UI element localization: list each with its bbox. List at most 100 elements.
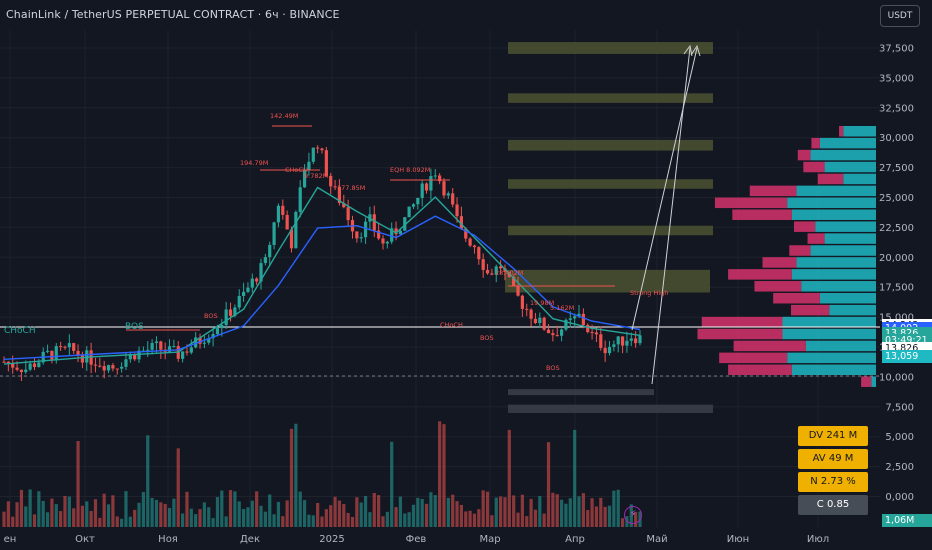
volume-bar (477, 509, 481, 527)
candle-body (346, 207, 350, 221)
volume-bar (316, 503, 320, 527)
volume-bar (198, 509, 202, 527)
structure-label: BOS (480, 334, 494, 342)
volume-bar (472, 513, 477, 527)
volume-bar (111, 495, 115, 527)
candle-body (189, 347, 193, 353)
candle-body (194, 337, 198, 348)
volume-bar (80, 505, 85, 527)
volume-bar (520, 494, 524, 527)
candle-body (394, 228, 398, 235)
volume-bar (594, 506, 599, 527)
candle-body (638, 335, 642, 344)
volume-bar (241, 508, 246, 527)
x-tick-label: ен (4, 534, 17, 545)
candle-body (355, 231, 359, 239)
volume-bar (276, 501, 281, 527)
candle-body (329, 175, 333, 187)
candle-body (146, 349, 150, 351)
candle-body (237, 295, 241, 308)
volume-bar (124, 491, 128, 527)
volume-profile-bar-up (796, 185, 876, 197)
candle-body (485, 269, 490, 274)
candle-body (459, 216, 463, 229)
flash-icon[interactable]: ⚡ (624, 506, 642, 524)
candle-body (385, 241, 389, 244)
volume-bar (15, 502, 19, 527)
volume-bar (368, 512, 372, 527)
candle-body (102, 366, 106, 371)
candle-body (403, 217, 407, 231)
candle-body (568, 318, 572, 320)
volume-bar (294, 423, 298, 527)
candle-body (93, 364, 98, 366)
volume-bar (106, 504, 111, 527)
volume-bar (85, 501, 89, 527)
volume-bar (281, 516, 285, 527)
x-tick-label: 2025 (319, 534, 344, 545)
volume-bar (407, 512, 411, 527)
candle-body (429, 176, 433, 191)
volume-bar (446, 497, 450, 527)
candle-body (185, 351, 189, 353)
volume-bar (24, 506, 28, 527)
volume-bar (485, 491, 490, 527)
volume-bar (620, 518, 625, 527)
volume-bar (342, 504, 346, 527)
volume-profile-bar-up (819, 137, 876, 149)
volume-bar (451, 494, 455, 527)
volume-bar (37, 491, 41, 527)
volume-bar (490, 515, 494, 527)
candle-body (11, 363, 15, 368)
volume-profile-bar-down (773, 292, 820, 304)
candle-body (529, 309, 533, 319)
volume-profile-bar-up (791, 364, 876, 376)
candle-body (228, 309, 233, 316)
zone-box (508, 389, 654, 396)
stat-box: DV 241 M (798, 426, 868, 446)
volume-profile-bar-down (817, 173, 844, 185)
volume-bar (120, 518, 124, 527)
candle-body (124, 359, 128, 367)
candle-body (520, 295, 524, 309)
candle-body (167, 346, 172, 352)
candle-body (538, 317, 542, 323)
structure-label: 194.79M (240, 159, 268, 167)
volume-bar (403, 513, 407, 527)
candle-body (72, 343, 76, 351)
volume-bar (133, 509, 137, 527)
volume-bar (464, 511, 468, 527)
volume-bar (128, 516, 132, 527)
volume-bar (429, 492, 433, 527)
volume-bar (50, 498, 54, 527)
candle-body (603, 347, 607, 354)
candle-body (272, 222, 276, 245)
candle-body (573, 316, 577, 319)
volume-bar (590, 498, 594, 527)
candle-body (372, 214, 376, 231)
candle-body (307, 161, 311, 170)
volume-profile-bar-up (829, 304, 876, 316)
volume-bar (503, 497, 507, 527)
candle-body (390, 228, 394, 242)
volume-profile-bar-down (861, 376, 872, 387)
x-tick-label: Мар (479, 534, 500, 545)
volume-bar (329, 505, 333, 527)
structure-label: CHoCH (4, 326, 36, 336)
volume-bar (420, 499, 424, 527)
zone-box (508, 139, 713, 151)
zone-box (508, 225, 713, 236)
currency-button[interactable]: USDT (880, 5, 920, 27)
volume-bar (603, 506, 607, 527)
candle-body (115, 368, 119, 370)
volume-bar (115, 516, 119, 527)
candle-body (472, 245, 477, 248)
volume-profile-bar-up (815, 221, 876, 232)
volume-bar (6, 501, 10, 527)
candle-body (263, 257, 267, 264)
volume-bar (564, 503, 568, 527)
structure-label: Strong High (630, 289, 668, 297)
volume-bar (568, 498, 572, 527)
y-tick-label: 27,500 (879, 163, 914, 174)
